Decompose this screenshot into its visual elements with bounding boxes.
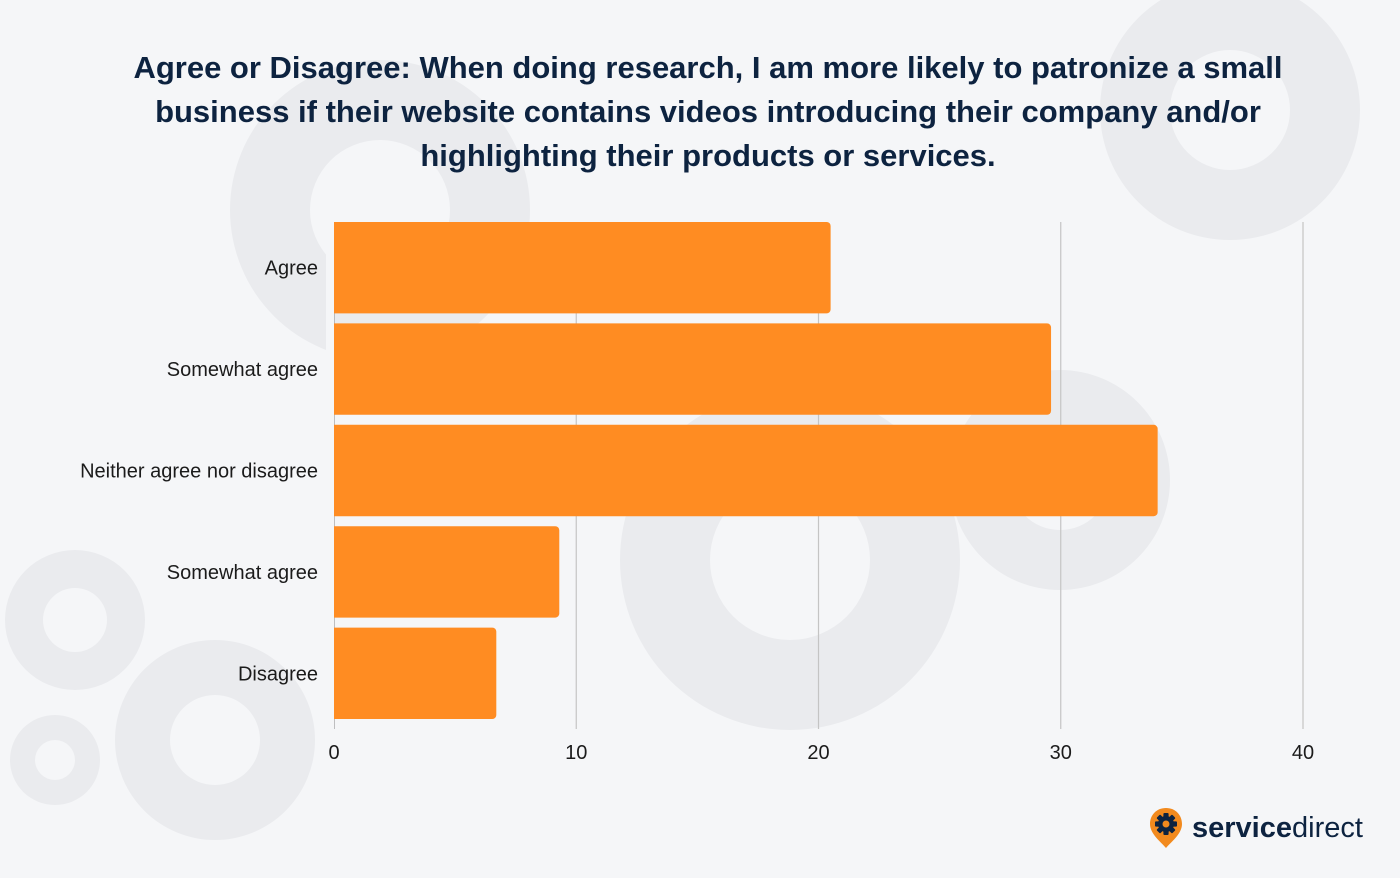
gear-icon: [5, 550, 145, 690]
category-label: Somewhat agree: [167, 562, 318, 584]
gear-pin-icon: [1150, 808, 1182, 848]
x-tick-label: 10: [565, 742, 587, 764]
bar: [328, 627, 497, 719]
x-tick-labels: 0 10 20 30 40: [328, 742, 1314, 764]
category-label: Somewhat agree: [167, 359, 318, 381]
gear-icon: [115, 640, 315, 840]
brand-name-bold: service: [1192, 812, 1292, 844]
brand-name-light: direct: [1292, 812, 1363, 844]
bar: [328, 526, 560, 618]
x-tick-label: 20: [807, 742, 829, 764]
gear-icon: [10, 715, 100, 805]
gear-icon: [1100, 0, 1360, 240]
bar: [328, 222, 831, 314]
category-label: Neither agree nor disagree: [80, 461, 318, 483]
x-tick-label: 0: [328, 742, 339, 764]
category-label: Agree: [265, 258, 318, 280]
servicedirect-logo: servicedirect: [1148, 806, 1388, 850]
category-label: Disagree: [238, 663, 318, 685]
x-tick-label: 30: [1050, 742, 1072, 764]
bars: [326, 220, 1158, 731]
category-labels: Agree Somewhat agree Neither agree nor dis…: [80, 258, 318, 686]
axis-edge: [326, 220, 334, 731]
chart-title: Agree or Disagree: When doing research, …: [133, 50, 1283, 173]
bar: [328, 424, 1158, 517]
bar: [328, 323, 1052, 415]
x-tick-label: 40: [1292, 742, 1314, 764]
brand-name: servicedirect: [1192, 806, 1363, 850]
